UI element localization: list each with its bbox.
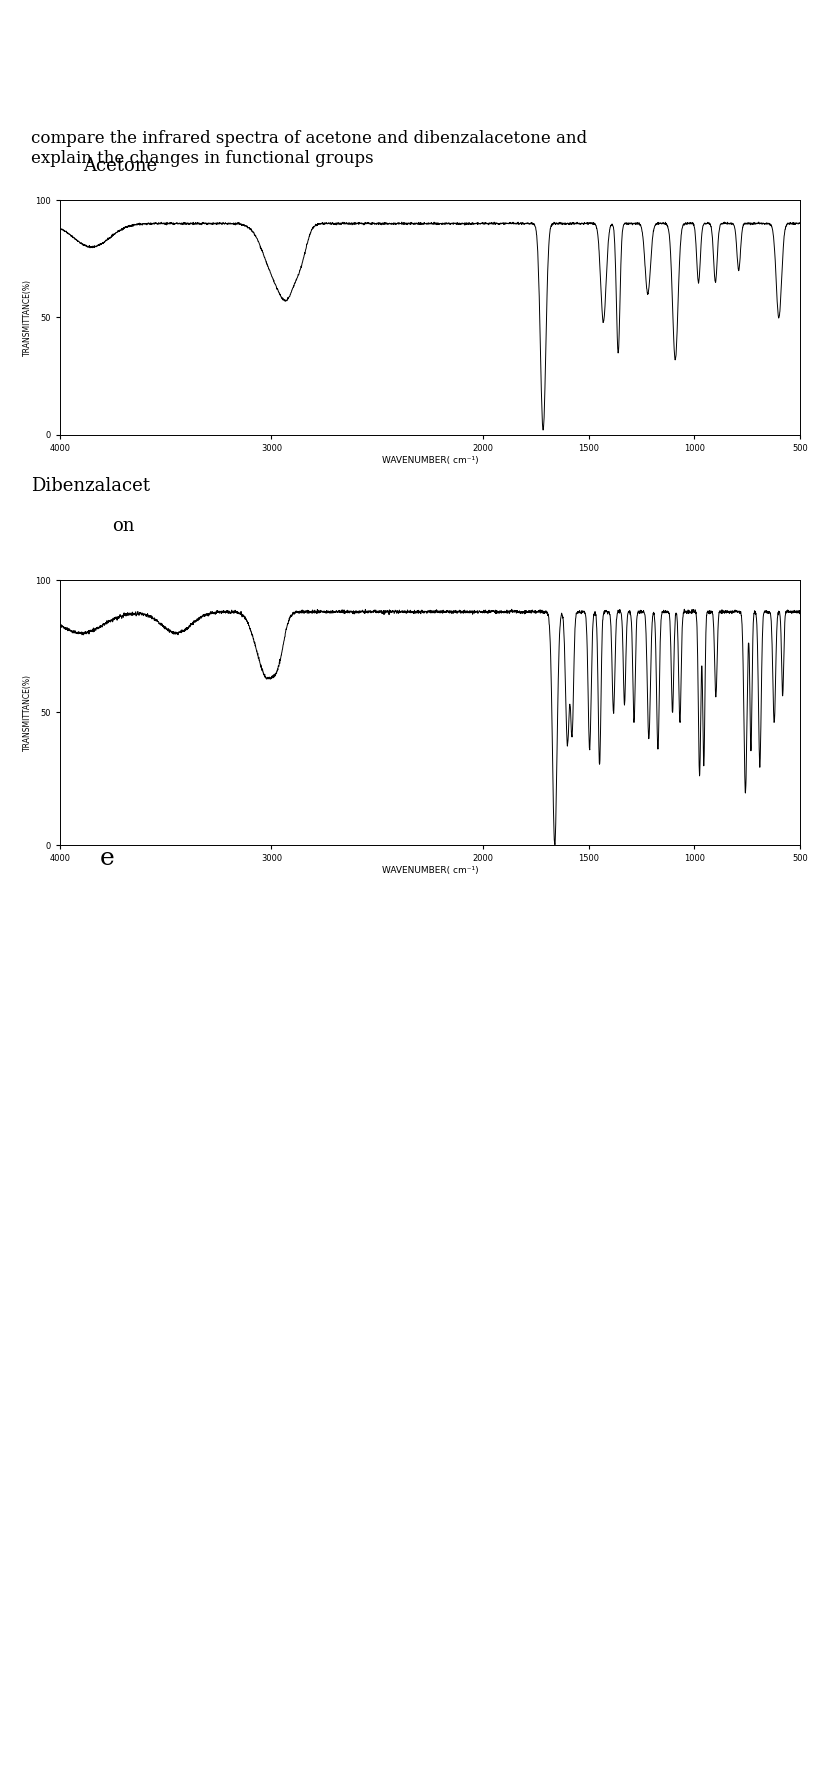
Text: Dibenzalacet: Dibenzalacet — [31, 477, 151, 495]
Y-axis label: TRANSMITTANCE(%): TRANSMITTANCE(%) — [23, 674, 32, 751]
Text: Acetone: Acetone — [83, 158, 157, 176]
Text: e: e — [99, 848, 114, 869]
Text: on: on — [112, 518, 134, 536]
X-axis label: WAVENUMBER( cm⁻¹): WAVENUMBER( cm⁻¹) — [381, 455, 478, 464]
Y-axis label: TRANSMITTANCE(%): TRANSMITTANCE(%) — [23, 280, 32, 357]
Text: compare the infrared spectra of acetone and dibenzalacetone and
explain the chan: compare the infrared spectra of acetone … — [31, 131, 587, 167]
X-axis label: WAVENUMBER( cm⁻¹): WAVENUMBER( cm⁻¹) — [381, 866, 478, 874]
